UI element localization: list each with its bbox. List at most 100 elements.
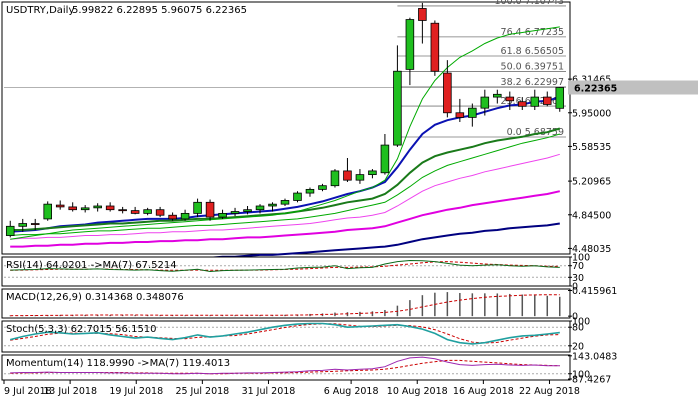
macd-header: MACD(12,26,9) 0.314368 0.348076: [6, 292, 184, 303]
rsi-line: [10, 259, 560, 273]
price-ohlc: 5.99822 6.22895 5.96075 6.22365: [72, 5, 247, 16]
price-axis-tick-label: 5.20965: [572, 177, 611, 188]
candle-body: [143, 209, 152, 214]
price-symbol: USDTRY,Daily: [6, 5, 74, 16]
candle-body: [393, 70, 402, 146]
price-axis-tick-label: 5.95000: [572, 108, 611, 119]
candle-body: [230, 211, 240, 214]
price-axis-tick-label: 6.31465: [572, 75, 611, 86]
candle-body: [130, 210, 140, 214]
momentum-line: [10, 356, 560, 375]
candle-body: [193, 201, 202, 214]
candle-body: [80, 207, 90, 211]
moving-average-line-7: [10, 133, 560, 236]
fibonacci-level-label: 61.8 6.56505: [501, 46, 564, 57]
candle-body: [218, 212, 227, 218]
macd-axis-tick-label: 0: [572, 312, 578, 323]
price-axis-tick-label: 5.58535: [572, 142, 611, 153]
candle-body: [480, 96, 490, 109]
candle-body: [255, 205, 265, 211]
rsi-axis-tick-label: 100: [572, 253, 590, 264]
current-price-label: 6.22365: [574, 84, 617, 95]
candle-body: [93, 205, 102, 209]
candle-body: [280, 200, 290, 205]
moving-average-line-3: [10, 153, 560, 240]
stochastic-axis-tick-label: 80: [572, 323, 584, 334]
candle-body: [443, 72, 452, 114]
stochastic-k-line: [10, 322, 560, 345]
candle-body: [555, 87, 565, 109]
candle-body: [405, 19, 415, 70]
momentum-axis-tick-label: 87.4267: [572, 374, 611, 385]
candle-body: [168, 214, 177, 220]
stochastic-frame: [1, 320, 571, 353]
candle-body: [542, 96, 552, 105]
rsi-header: RSI(14) 64.0201 ->MA(7) 67.5214: [6, 260, 177, 271]
fibonacci-level-label: 76.4 6.77235: [501, 27, 564, 38]
x-axis-tick-label: 13 Jul 2018: [43, 386, 97, 397]
candle-body: [493, 93, 502, 98]
candle-body: [518, 101, 527, 107]
candle-body: [430, 22, 440, 72]
candle-body: [468, 107, 477, 118]
candle-body: [418, 8, 427, 21]
macd-axis-tick-label: 0.415961: [572, 286, 617, 297]
candle-body: [380, 144, 390, 174]
candle-body: [18, 223, 28, 227]
momentum-frame: [1, 354, 571, 381]
fibonacci-level-label: 38.2 6.22997: [501, 77, 564, 88]
current-price-tag: [568, 80, 698, 95]
macd-signal-line: [10, 294, 560, 317]
candle-body: [530, 96, 540, 107]
x-axis-tick-label: 22 Aug 2018: [519, 386, 580, 397]
fibonacci-level-label: 0.0 5.68759: [507, 127, 564, 138]
macd-panel: 0.415961 0 MACD(12,26,9) 0.314368 0.348076: [1, 286, 617, 323]
candle-body: [455, 112, 465, 118]
stochastic-header: Stoch(5,3,3) 62.7015 56.1510: [6, 324, 157, 335]
candle-body: [293, 192, 302, 201]
rsi-axis-tick-label: 0: [572, 282, 578, 293]
stochastic-axis-tick-label: 20: [572, 341, 584, 352]
macd-frame: [1, 288, 571, 319]
candle-body: [355, 174, 365, 181]
fibonacci-level-label: 100.0 7.10743: [494, 0, 564, 7]
price-axis-tick-label: 4.48035: [572, 244, 611, 255]
candle-body: [318, 185, 327, 190]
momentum-axis-tick-label: 100: [572, 369, 590, 380]
candle-body: [368, 170, 377, 176]
rsi-axis-tick-label: 30: [572, 273, 584, 284]
momentum-axis-tick-label: 143.0483: [572, 351, 617, 362]
candle-body: [505, 96, 515, 102]
candle-body: [105, 205, 115, 211]
x-axis-tick-label: 6 Aug 2018: [324, 386, 379, 397]
stochastic-axis-tick-label: 100: [572, 317, 590, 328]
x-axis-tick-label: 16 Aug 2018: [453, 386, 514, 397]
candle-body: [343, 170, 352, 181]
candle-body: [268, 203, 277, 207]
candle-body: [305, 188, 315, 194]
price-frame: [1, 1, 571, 255]
moving-average-line-4: [10, 190, 561, 248]
candle-body: [43, 203, 52, 220]
momentum-header: Momentum(14) 118.9990 ->MA(7) 119.4013: [6, 358, 230, 369]
x-axis-tick-label: 10 Aug 2018: [387, 386, 448, 397]
candle-body: [5, 225, 15, 236]
price-axis-tick-label: 4.84500: [572, 210, 611, 221]
moving-average-line-6: [10, 26, 560, 240]
candle-body: [243, 209, 252, 212]
price-panel: 6.31465 5.95000 5.58535 5.20965 4.84500 4.480…: [1, 0, 698, 267]
rsi-axis-tick-label: 70: [572, 261, 584, 272]
candle-body: [205, 201, 215, 218]
candle-body: [180, 212, 190, 220]
candle-body: [30, 223, 40, 225]
x-axis-tick-label: 31 Jul 2018: [242, 386, 296, 397]
x-axis-tick-label: 25 Jul 2018: [175, 386, 229, 397]
candle-body: [118, 209, 127, 212]
fibonacci-level-label: 50.0 6.39751: [501, 61, 564, 72]
x-axis-tick-label: 9 Jul 2018: [4, 386, 52, 397]
